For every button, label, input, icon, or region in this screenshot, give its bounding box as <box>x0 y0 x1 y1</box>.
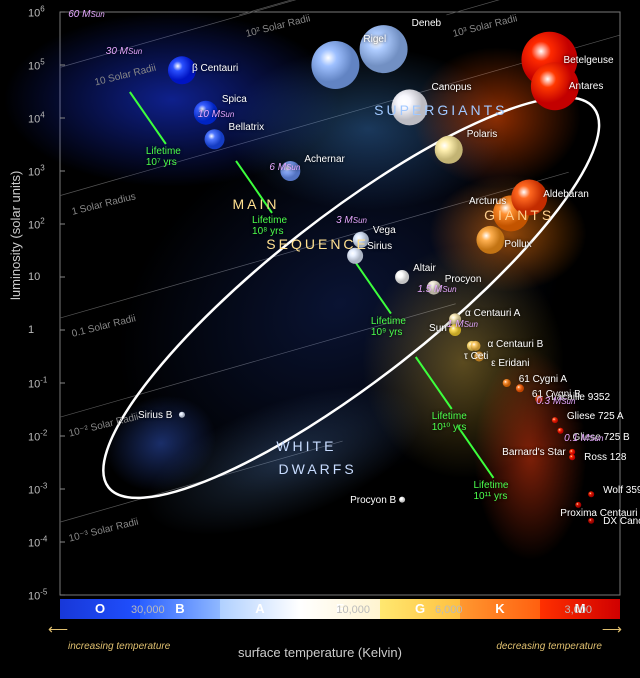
star-deneb <box>360 25 408 73</box>
lifetime-label: Lifetime10¹¹ yrs <box>473 480 508 502</box>
spectral-class-A: A <box>255 601 264 616</box>
y-axis-label: luminosity (solar units) <box>8 171 23 300</box>
star-label: ε Eridani <box>491 358 529 369</box>
star-label: Procyon <box>445 274 482 285</box>
mass-label: 1 MSun <box>447 319 478 330</box>
region-label: WHITE <box>276 438 336 454</box>
spectral-class-O: O <box>95 601 105 616</box>
star-polaris <box>435 136 463 164</box>
star-label: Antares <box>569 81 603 92</box>
star-label: Spica <box>222 94 247 105</box>
y-tick: 106 <box>28 5 45 20</box>
x-tick: 3,000 <box>565 604 593 616</box>
star-sirius-b <box>179 412 185 418</box>
region-label: SUPERGIANTS <box>374 102 507 118</box>
temp-decreasing: decreasing temperature <box>496 641 602 652</box>
mass-label: 3 MSun <box>336 215 367 226</box>
star-pollux <box>476 226 504 254</box>
mass-label: 0.1 MSun <box>564 433 603 444</box>
y-tick: 10-5 <box>28 588 47 603</box>
y-tick: 103 <box>28 164 45 179</box>
star-label: Vega <box>373 225 396 236</box>
plot-svg <box>0 0 640 678</box>
star-barnard-s-star <box>569 449 575 455</box>
star-label: Canopus <box>432 82 472 93</box>
star--centauri-b <box>470 341 480 351</box>
y-tick: 105 <box>28 58 45 73</box>
star-label: Bellatrix <box>229 122 265 133</box>
mass-label: 60 MSun <box>68 9 104 20</box>
x-tick: 6,000 <box>435 604 463 616</box>
mass-label: 30 MSun <box>106 46 142 57</box>
hr-diagram: { "chart": { "type": "scatter-astronomic… <box>0 0 640 678</box>
star-61-cygni-b <box>516 384 524 392</box>
star-label: DX Cancri <box>603 516 640 527</box>
y-tick: 1 <box>28 324 34 336</box>
star-bellatrix <box>205 129 225 149</box>
y-tick: 10-1 <box>28 376 47 391</box>
arrow-left-icon: ⟵ <box>48 621 68 638</box>
star-label: Barnard's Star <box>502 447 566 458</box>
star-label: Deneb <box>412 18 441 29</box>
star-label: Gliese 725 A <box>567 411 624 422</box>
spectral-class-B: B <box>175 601 184 616</box>
arrow-right-icon: ⟶ <box>602 621 622 638</box>
y-tick: 10-2 <box>28 429 47 444</box>
star-label: τ Ceti <box>464 351 489 362</box>
lifetime-label: Lifetime10¹⁰ yrs <box>432 411 467 433</box>
mass-label: 6 MSun <box>269 162 300 173</box>
region-label: DWARFS <box>279 461 357 477</box>
star-label: Arcturus <box>469 196 506 207</box>
star-label: Altair <box>413 263 436 274</box>
star-procyon-b <box>399 497 405 503</box>
y-tick: 10-4 <box>28 535 47 550</box>
mass-label: 0.3 MSun <box>536 396 575 407</box>
mass-label: 1.5 MSun <box>417 284 456 295</box>
temp-increasing: increasing temperature <box>68 641 170 652</box>
y-tick: 104 <box>28 111 45 126</box>
star-gliese-725-b <box>557 428 563 434</box>
spectral-class-G: G <box>415 601 425 616</box>
lifetime-label: Lifetime10⁹ yrs <box>371 316 406 338</box>
mass-label: 10 MSun <box>198 109 234 120</box>
x-tick: 10,000 <box>336 604 370 616</box>
y-tick: 102 <box>28 217 45 232</box>
star-label: Aldebaran <box>543 189 589 200</box>
star-label: β Centauri <box>192 63 238 74</box>
star-label: 61 Cygni A <box>519 374 567 385</box>
star-label: Sirius B <box>138 410 172 421</box>
star-label: Sirius <box>367 241 392 252</box>
star-label: Sun <box>429 323 447 334</box>
star-label: α Centauri B <box>487 339 543 350</box>
star-label: Wolf 359 <box>603 485 640 496</box>
region-label: SEQUENCE <box>266 236 369 252</box>
region-label: GIANTS <box>484 207 554 223</box>
y-tick: 10-3 <box>28 482 47 497</box>
star-label: Rigel <box>363 34 386 45</box>
region-label: MAIN <box>233 196 280 212</box>
star-label: Procyon B <box>350 495 396 506</box>
y-tick: 10 <box>28 271 40 283</box>
lifetime-label: Lifetime10⁸ yrs <box>252 215 287 237</box>
star-rigel <box>311 41 359 89</box>
star-61-cygni-a <box>503 379 511 387</box>
star-label: Pollux <box>504 239 531 250</box>
x-tick: 30,000 <box>131 604 165 616</box>
star-gliese-725-a <box>552 417 558 423</box>
star-label: Achernar <box>304 154 345 165</box>
lifetime-label: Lifetime10⁷ yrs <box>146 146 181 168</box>
star-altair <box>395 270 409 284</box>
star-label: Ross 128 <box>584 452 626 463</box>
star-wolf-359 <box>588 491 594 497</box>
star-ross-128 <box>569 454 575 460</box>
star-label: Polaris <box>467 129 498 140</box>
star-label: Betelgeuse <box>563 55 613 66</box>
spectral-class-K: K <box>495 601 504 616</box>
